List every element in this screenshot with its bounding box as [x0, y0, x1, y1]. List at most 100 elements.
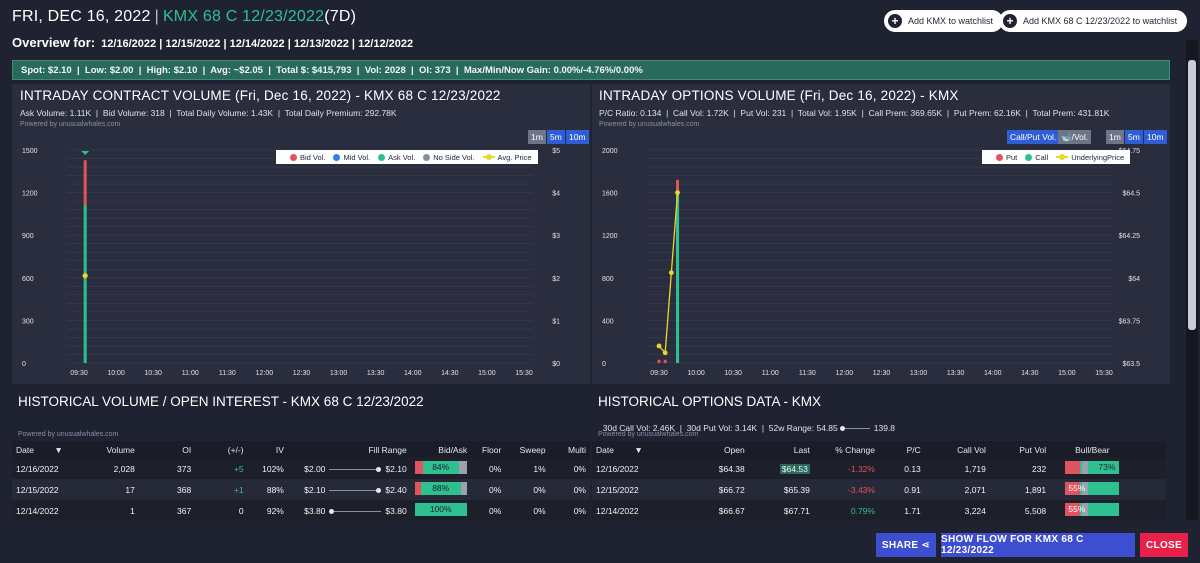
- plus-icon: +: [1003, 14, 1017, 28]
- y2-tick-label: $3: [552, 233, 560, 240]
- col-fill-range[interactable]: Fill Range: [287, 441, 411, 458]
- underlying-price-point[interactable]: [675, 190, 680, 195]
- cell-volume: 2,028: [90, 458, 139, 479]
- col-opt-date[interactable]: Date ▼: [592, 441, 684, 458]
- table-row[interactable]: 12/14/2022 $66.67 $67.71 0.79% 1.71 3,224 5,50…: [592, 500, 1166, 521]
- top-marker: [81, 151, 90, 155]
- contract-interval-5m[interactable]: 5m: [547, 130, 565, 144]
- ask-volume-bar[interactable]: [83, 205, 87, 363]
- legend-noside[interactable]: No Side Vol.: [433, 152, 475, 162]
- vol-toggle-label: Vol.: [1073, 132, 1089, 142]
- cell-call-vol: 1,719: [924, 458, 990, 479]
- cell-date: 12/14/2022: [592, 500, 684, 521]
- put-volume-bar[interactable]: [657, 359, 661, 363]
- table-row[interactable]: 12/15/2022 17 368 +1 88% $2.10 $2.40 88% 0% 0% 0%: [12, 479, 590, 500]
- add-contract-watchlist-button[interactable]: + Add KMX 68 C 12/23/2022 to watchlist: [999, 10, 1188, 32]
- col-bid-ask[interactable]: Bid/Ask: [410, 441, 472, 458]
- cell-put-vol: 232: [989, 458, 1051, 479]
- fill-high: $2.40: [385, 484, 407, 495]
- col-date[interactable]: Date ▼: [12, 441, 91, 458]
- cell-spacer: [1134, 458, 1166, 479]
- col-oi-change[interactable]: (+/-): [195, 441, 248, 458]
- table-row[interactable]: 12/16/2022 2,028 373 +5 102% $2.00 $2.10 84% 0% 1…: [12, 458, 590, 479]
- legend-put[interactable]: Put: [1006, 152, 1018, 162]
- col-oi[interactable]: OI: [138, 441, 196, 458]
- y2-tick-label: $63.5: [1122, 361, 1140, 368]
- y-tick-label: 400: [602, 318, 614, 325]
- bid-volume-bar[interactable]: [83, 160, 87, 206]
- whale-icon: 🐋/: [1061, 132, 1074, 142]
- col-floor[interactable]: Floor: [471, 441, 506, 458]
- col-volume[interactable]: Volume: [90, 441, 139, 458]
- call-put-toggle[interactable]: Call/Put Vol.: [1007, 130, 1060, 144]
- col-last[interactable]: Last: [748, 441, 814, 458]
- avg-price-point[interactable]: [82, 273, 88, 279]
- scrollbar-thumb[interactable]: [1188, 60, 1196, 330]
- col-open[interactable]: Open: [683, 441, 749, 458]
- cell-fill-range: $3.80 $3.80: [287, 500, 411, 521]
- cell-oi: 368: [138, 479, 196, 500]
- add-ticker-watchlist-button[interactable]: + Add KMX to watchlist: [884, 10, 1004, 32]
- contract-interval-10m[interactable]: 10m: [566, 130, 589, 144]
- col-pct-change[interactable]: % Change: [813, 441, 879, 458]
- range-52w-knob: [839, 426, 845, 432]
- contract-interval-1m[interactable]: 1m: [528, 130, 546, 144]
- sort-down-icon[interactable]: ▼: [634, 444, 643, 455]
- legend-call[interactable]: Call: [1035, 152, 1049, 162]
- x-tick-label: 11:00: [762, 370, 779, 377]
- cell-pc: 1.71: [878, 500, 925, 521]
- col-sweep[interactable]: Sweep: [505, 441, 550, 458]
- cell-open: $66.72: [683, 479, 749, 500]
- x-tick-label: 14:00: [404, 370, 422, 377]
- title-separator: |: [154, 8, 159, 25]
- cell-oi-change: +5: [195, 458, 248, 479]
- underlying-price-point[interactable]: [656, 343, 662, 349]
- show-flow-button[interactable]: SHOW FLOW FOR KMX 68 C 12/23/2022: [941, 533, 1135, 557]
- legend-mid[interactable]: Mid Vol.: [343, 152, 371, 162]
- cell-floor: 0%: [471, 458, 506, 479]
- neutral-fill: [1082, 482, 1089, 495]
- table-row[interactable]: 12/15/2022 $66.72 $65.39 -3.43% 0.91 2,071 1,8…: [592, 479, 1166, 500]
- table-row[interactable]: 12/14/2022 1 367 0 92% $3.80 $3.80 100% 0% 0% 0%: [12, 500, 590, 521]
- bid-ask-text: 100%: [429, 504, 452, 514]
- col-pc[interactable]: P/C: [878, 441, 925, 458]
- col-call-vol[interactable]: Call Vol: [924, 441, 990, 458]
- col-iv[interactable]: IV: [247, 441, 288, 458]
- cell-volume: 1: [90, 500, 139, 521]
- y2-tick-label: $4: [552, 191, 560, 198]
- title-dte: (7D): [324, 8, 357, 25]
- share-button[interactable]: SHARE ⋖: [876, 533, 936, 557]
- options-powered-by: Powered by unusualwhales.com: [599, 121, 700, 128]
- y2-tick-label: $63.75: [1119, 318, 1141, 325]
- options-interval-5m[interactable]: 5m: [1125, 130, 1143, 144]
- bid-ask-text: 88%: [432, 483, 450, 493]
- hist-volume-table: Date ▼ Volume OI (+/-) IV Fill Range Bid…: [12, 441, 590, 521]
- put-volume-bar[interactable]: [663, 359, 667, 363]
- sort-down-icon[interactable]: ▼: [54, 444, 63, 455]
- col-bull-bear[interactable]: Bull/Bear: [1050, 441, 1135, 458]
- plus-icon: +: [888, 14, 902, 28]
- legend-ask[interactable]: Ask Vol.: [388, 152, 416, 162]
- col-put-vol[interactable]: Put Vol: [989, 441, 1051, 458]
- y-tick-label: 0: [602, 361, 606, 368]
- contract-volume-panel: [12, 84, 590, 384]
- vol-toggle[interactable]: 🐋/Vol.: [1058, 130, 1092, 144]
- call-volume-bar[interactable]: [676, 192, 680, 363]
- noside-legend-icon: [423, 153, 431, 161]
- underlying-price-point[interactable]: [668, 270, 674, 276]
- cell-open: $64.38: [683, 458, 749, 479]
- col-multi[interactable]: Multi: [549, 441, 590, 458]
- cell-oi: 367: [138, 500, 196, 521]
- options-interval-1m[interactable]: 1m: [1106, 130, 1124, 144]
- close-button[interactable]: CLOSE: [1140, 533, 1188, 557]
- legend-bid[interactable]: Bid Vol.: [300, 152, 326, 162]
- options-interval-10m[interactable]: 10m: [1144, 130, 1167, 144]
- cell-put-vol: 5,508: [989, 500, 1051, 521]
- underlying-price-point[interactable]: [662, 350, 668, 356]
- cell-oi-change: 0: [195, 500, 248, 521]
- legend-price[interactable]: Avg. Price: [497, 152, 532, 162]
- legend-underlying[interactable]: UnderlyingPrice: [1071, 152, 1125, 162]
- table-row[interactable]: 12/16/2022 $64.38 $64.53 -1.32% 0.13 1,719 232…: [592, 458, 1166, 479]
- y2-tick-label: $1: [552, 318, 560, 325]
- overview-dates[interactable]: 12/16/2022 | 12/15/2022 | 12/14/2022 | 1…: [101, 38, 414, 50]
